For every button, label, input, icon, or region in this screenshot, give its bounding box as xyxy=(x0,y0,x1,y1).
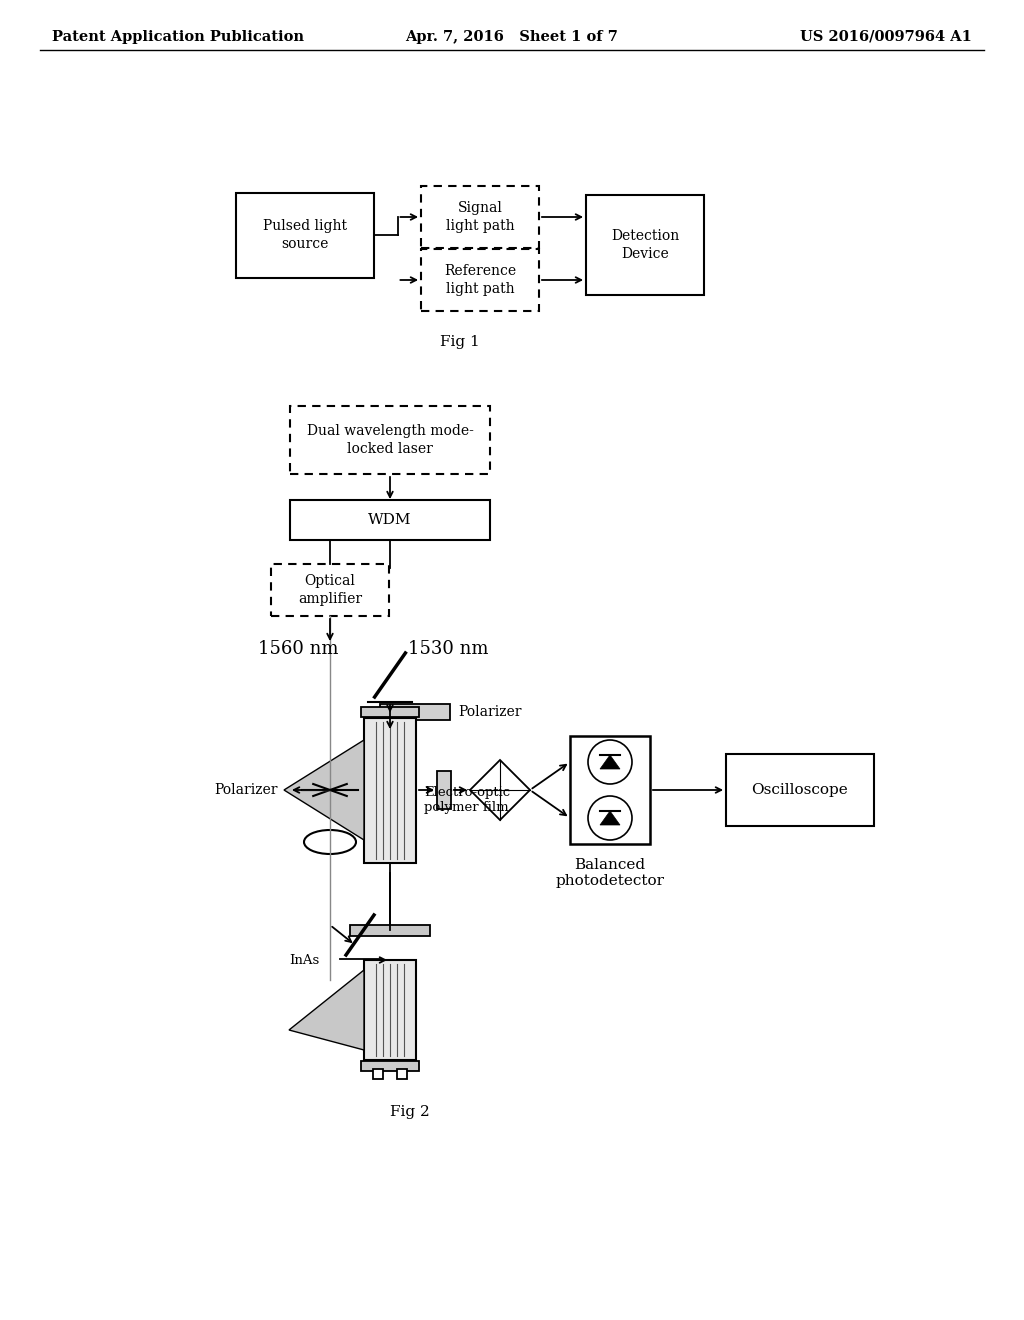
Text: 1560 nm: 1560 nm xyxy=(258,640,339,657)
FancyBboxPatch shape xyxy=(350,924,430,936)
FancyBboxPatch shape xyxy=(570,737,650,843)
Text: Fig 2: Fig 2 xyxy=(390,1105,430,1119)
FancyBboxPatch shape xyxy=(586,195,705,294)
Polygon shape xyxy=(600,755,620,770)
FancyBboxPatch shape xyxy=(361,706,419,717)
Text: Polarizer: Polarizer xyxy=(458,705,521,719)
Text: Pulsed light
source: Pulsed light source xyxy=(263,219,347,251)
FancyBboxPatch shape xyxy=(361,1061,419,1071)
Text: WDM: WDM xyxy=(369,513,412,527)
Text: Apr. 7, 2016   Sheet 1 of 7: Apr. 7, 2016 Sheet 1 of 7 xyxy=(406,30,618,44)
Text: Reference
light path: Reference light path xyxy=(444,264,516,296)
Polygon shape xyxy=(600,810,620,825)
Polygon shape xyxy=(284,741,364,840)
Polygon shape xyxy=(470,760,530,820)
FancyBboxPatch shape xyxy=(364,960,416,1060)
Polygon shape xyxy=(289,970,364,1049)
FancyBboxPatch shape xyxy=(437,771,451,809)
Text: Fig 1: Fig 1 xyxy=(440,335,480,348)
FancyBboxPatch shape xyxy=(290,500,490,540)
FancyBboxPatch shape xyxy=(290,407,490,474)
FancyBboxPatch shape xyxy=(271,564,389,616)
Text: US 2016/0097964 A1: US 2016/0097964 A1 xyxy=(800,30,972,44)
Text: 1530 nm: 1530 nm xyxy=(408,640,488,657)
FancyBboxPatch shape xyxy=(421,186,539,248)
FancyBboxPatch shape xyxy=(726,754,874,826)
Ellipse shape xyxy=(304,830,356,854)
Text: Signal
light path: Signal light path xyxy=(445,201,514,234)
Text: Polarizer: Polarizer xyxy=(214,783,278,797)
Text: Dual wavelength mode-
locked laser: Dual wavelength mode- locked laser xyxy=(306,424,473,457)
FancyBboxPatch shape xyxy=(236,193,374,277)
Text: InAs: InAs xyxy=(289,953,319,966)
FancyBboxPatch shape xyxy=(373,1069,383,1078)
Text: Oscilloscope: Oscilloscope xyxy=(752,783,848,797)
Text: Optical
amplifier: Optical amplifier xyxy=(298,574,362,606)
FancyBboxPatch shape xyxy=(421,249,539,312)
Text: Electro-optic
polymer film: Electro-optic polymer film xyxy=(424,785,510,814)
FancyBboxPatch shape xyxy=(364,718,416,862)
FancyBboxPatch shape xyxy=(380,704,450,719)
FancyBboxPatch shape xyxy=(397,1069,407,1078)
Text: Patent Application Publication: Patent Application Publication xyxy=(52,30,304,44)
Text: Balanced
photodetector: Balanced photodetector xyxy=(555,858,665,888)
Text: Detection
Device: Detection Device xyxy=(611,228,679,261)
